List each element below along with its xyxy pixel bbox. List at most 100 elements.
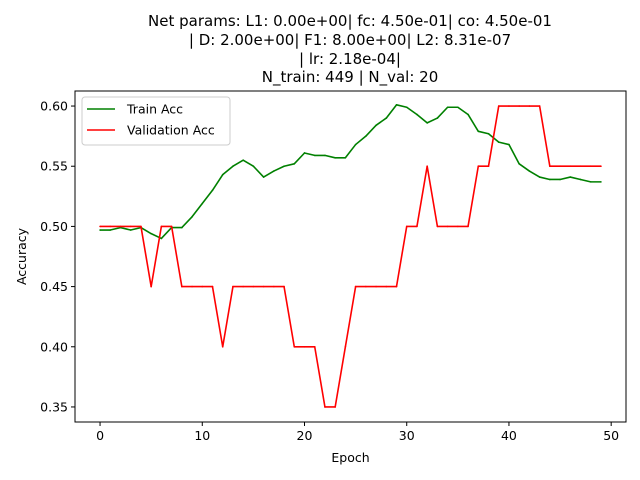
x-tick-label: 50 xyxy=(603,428,619,443)
data-point xyxy=(344,345,347,348)
y-tick-label: 0.35 xyxy=(40,399,68,414)
series-line-train-acc xyxy=(100,104,601,240)
data-point xyxy=(559,165,561,168)
data-point xyxy=(446,106,449,109)
data-point xyxy=(119,226,122,229)
data-point xyxy=(242,159,244,162)
data-point xyxy=(579,165,582,168)
data-point xyxy=(549,165,551,168)
data-point xyxy=(508,143,510,146)
x-tick-label: 0 xyxy=(96,428,104,443)
data-point xyxy=(477,165,480,168)
data-point xyxy=(283,285,285,288)
data-point xyxy=(201,202,204,205)
data-point xyxy=(549,178,551,181)
data-point xyxy=(160,237,163,240)
y-tick-label: 0.40 xyxy=(40,339,68,354)
data-point xyxy=(232,165,234,168)
data-point xyxy=(365,285,367,288)
data-point xyxy=(497,105,500,107)
data-point xyxy=(518,163,520,165)
chart-title-line: | lr: 2.18e-04| xyxy=(299,50,401,68)
data-point xyxy=(211,189,214,192)
data-point xyxy=(232,285,234,288)
y-axis: 0.35 0.40 0.45 0.50 0.55 0.60 xyxy=(40,99,75,414)
data-point xyxy=(600,165,602,168)
data-point xyxy=(385,117,388,119)
data-point xyxy=(497,141,500,143)
legend-label: Validation Acc xyxy=(127,123,215,138)
y-tick-label: 0.45 xyxy=(40,279,68,294)
data-point xyxy=(436,117,439,119)
data-point xyxy=(405,225,408,228)
data-point xyxy=(262,285,265,288)
data-point xyxy=(99,225,101,228)
data-point xyxy=(385,285,388,288)
data-point xyxy=(129,229,132,231)
data-point xyxy=(426,122,428,124)
data-point xyxy=(477,130,480,133)
legend-label: Train Acc xyxy=(126,102,183,117)
x-tick-label: 10 xyxy=(194,428,210,443)
data-point xyxy=(129,225,132,228)
data-point xyxy=(313,154,316,157)
x-axis-label: Epoch xyxy=(331,450,369,465)
data-point xyxy=(324,406,326,408)
data-point xyxy=(416,225,418,228)
data-point xyxy=(303,152,306,154)
data-point xyxy=(354,285,357,288)
data-point xyxy=(181,226,183,229)
data-point xyxy=(589,165,592,168)
data-point xyxy=(273,285,275,288)
data-point xyxy=(365,135,367,137)
data-point xyxy=(528,105,531,107)
data-point xyxy=(150,285,152,288)
data-point xyxy=(375,124,377,127)
data-point xyxy=(150,232,152,235)
legend: Train Acc Validation Acc xyxy=(81,96,231,146)
data-point xyxy=(109,225,112,228)
data-point xyxy=(426,165,428,168)
data-point xyxy=(569,176,572,178)
data-point xyxy=(559,178,561,181)
data-point xyxy=(457,225,459,228)
chart-title: Net params: L1: 0.00e+00| fc: 4.50e-01| … xyxy=(148,12,552,87)
data-point xyxy=(538,105,541,107)
data-point xyxy=(344,157,347,159)
data-point xyxy=(487,165,490,168)
series-lines xyxy=(99,104,602,408)
x-tick-label: 20 xyxy=(297,428,313,443)
x-axis: 0 10 20 30 40 50 xyxy=(96,422,619,443)
data-point xyxy=(375,285,377,288)
data-point xyxy=(395,104,398,106)
chart-title-line: | D: 2.00e+00| F1: 8.00e+00| L2: 8.31e-0… xyxy=(189,31,511,49)
y-tick-label: 0.60 xyxy=(40,99,68,114)
data-point xyxy=(589,181,592,183)
y-axis-label: Accuracy xyxy=(14,227,29,285)
data-point xyxy=(181,285,183,288)
data-point xyxy=(569,165,572,168)
data-point xyxy=(518,105,520,107)
data-point xyxy=(436,225,439,228)
data-point xyxy=(201,285,204,288)
data-point xyxy=(221,173,224,176)
legend-box xyxy=(81,96,231,146)
data-point xyxy=(109,229,112,231)
data-point xyxy=(191,215,193,218)
data-point xyxy=(528,170,531,172)
data-point xyxy=(293,345,296,348)
plot-area xyxy=(74,90,627,423)
data-point xyxy=(99,229,101,231)
data-point xyxy=(191,285,193,288)
x-tick-label: 30 xyxy=(399,428,415,443)
data-point xyxy=(170,225,173,228)
data-point xyxy=(405,106,408,109)
y-tick-label: 0.50 xyxy=(40,219,68,234)
data-point xyxy=(467,225,469,228)
data-point xyxy=(395,285,398,288)
data-point xyxy=(273,170,275,172)
data-point xyxy=(508,105,510,107)
series-line-validation-acc xyxy=(100,105,601,408)
data-point xyxy=(293,163,296,165)
data-point xyxy=(487,132,490,135)
